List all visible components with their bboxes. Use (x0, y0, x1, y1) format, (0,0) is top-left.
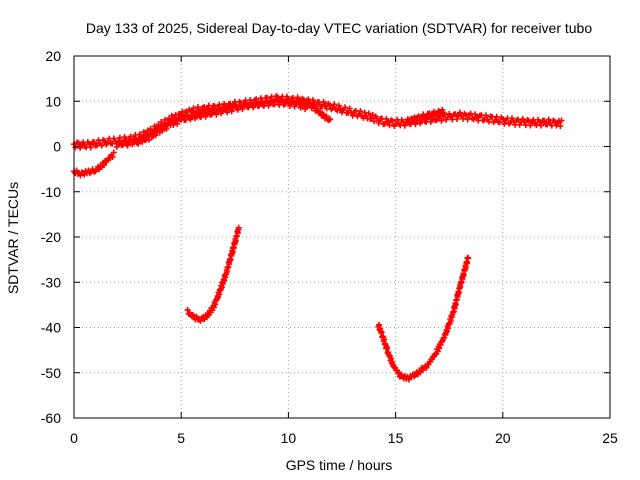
y-tick-label: -10 (41, 184, 61, 200)
y-tick-label: 20 (45, 48, 61, 64)
x-tick-label: 25 (602, 430, 618, 446)
sat-trace-bump-17h (403, 106, 447, 126)
y-tick-label: 0 (53, 139, 61, 155)
y-tick-label: -40 (41, 320, 61, 336)
plus-markers (184, 224, 242, 324)
y-tick-label: -30 (41, 274, 61, 290)
x-tick-label: 10 (281, 430, 297, 446)
y-axis-label: SDTVAR / TECUs (5, 182, 21, 294)
plus-markers (302, 98, 334, 124)
x-tick-label: 20 (495, 430, 511, 446)
sat-trace-dip-11h (302, 98, 334, 124)
x-tick-label: 0 (70, 430, 78, 446)
x-tick-label: 5 (177, 430, 185, 446)
plus-markers (403, 106, 447, 126)
axis-ticks: 0 5 10 15 20 25 20 10 0 -10 -20 -30 -40 -50 -60 (41, 48, 618, 446)
y-tick-label: -50 (41, 365, 61, 381)
chart-title: Day 133 of 2025, Sidereal Day-to-day VTE… (86, 20, 593, 36)
x-axis-label: GPS time / hours (286, 457, 393, 473)
plus-markers (113, 96, 312, 150)
x-tick-label: 15 (388, 430, 404, 446)
y-tick-label: -60 (41, 410, 61, 426)
y-tick-label: 10 (45, 93, 61, 109)
y-tick-label: -20 (41, 229, 61, 245)
sat-trace-arc-15h (375, 254, 472, 383)
plus-markers (375, 254, 472, 383)
sat-trace-lower-band (113, 96, 312, 150)
sat-trace-arc-6h (184, 224, 242, 324)
